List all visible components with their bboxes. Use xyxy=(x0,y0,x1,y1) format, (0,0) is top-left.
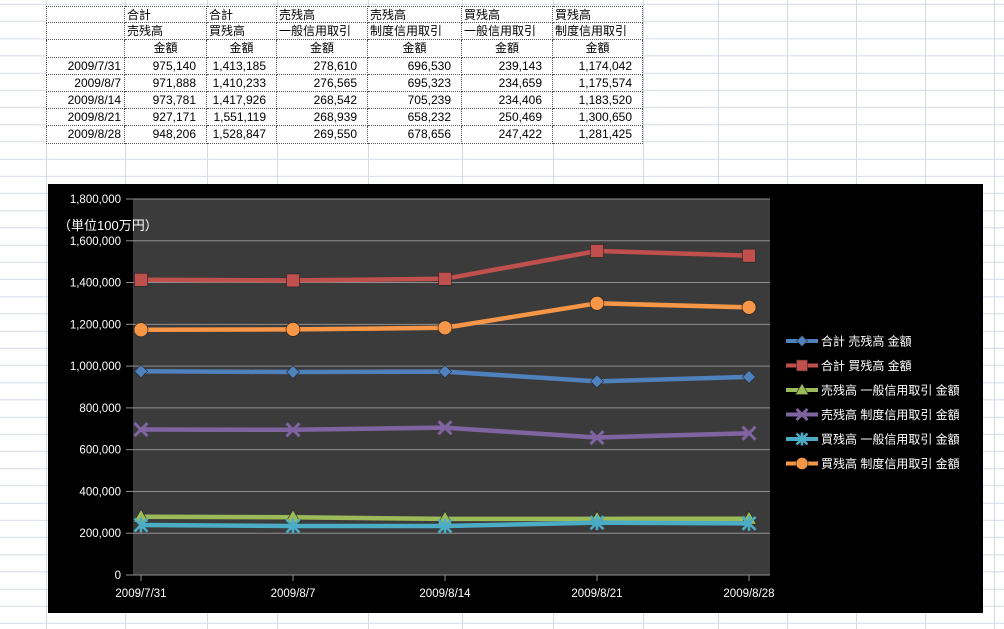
table-value-cell[interactable]: 1,413,185 xyxy=(207,57,277,75)
table-header-cell[interactable]: 一般信用取引 xyxy=(277,23,368,41)
plot-area[interactable] xyxy=(133,199,770,575)
table-header-cell[interactable]: 金額 xyxy=(277,40,368,58)
sheet-gridline xyxy=(46,0,47,629)
legend-item[interactable]: 売残高 制度信用取引 金額 xyxy=(786,407,960,422)
table-value-cell[interactable]: 234,406 xyxy=(462,91,553,110)
y-tick-label: 1,600,000 xyxy=(70,236,121,248)
table-value-cell[interactable]: 705,239 xyxy=(368,91,462,110)
table-value-cell[interactable]: 1,175,574 xyxy=(553,74,643,92)
y-tick-label: 0 xyxy=(115,570,121,582)
table-value-cell[interactable]: 278,610 xyxy=(277,57,368,75)
sheet-gridline xyxy=(994,0,995,629)
table-value-cell[interactable]: 975,140 xyxy=(125,57,207,75)
table-header-cell[interactable]: 売残高 xyxy=(277,6,368,24)
axis-unit-label: （単位100万円） xyxy=(58,218,158,233)
table-header-cell[interactable] xyxy=(46,23,125,41)
legend-label: 買残高 一般信用取引 金額 xyxy=(821,432,960,447)
table-header-cell[interactable]: 合計 xyxy=(125,6,207,24)
table-value-cell[interactable]: 948,206 xyxy=(125,126,207,144)
series-6[interactable] xyxy=(133,296,757,338)
table-header-cell[interactable]: 金額 xyxy=(462,40,553,58)
table-header-cell[interactable]: 買残高 xyxy=(207,23,277,41)
table-value-cell[interactable]: 1,551,119 xyxy=(207,109,277,127)
table-value-cell[interactable]: 1,410,233 xyxy=(207,74,277,92)
series-2[interactable] xyxy=(134,244,756,288)
table-value-cell[interactable]: 973,781 xyxy=(125,91,207,110)
table-value-cell[interactable]: 250,469 xyxy=(462,109,553,127)
table-value-cell[interactable]: 239,143 xyxy=(462,57,553,75)
series-1[interactable] xyxy=(134,364,756,389)
table-value-cell[interactable]: 1,300,650 xyxy=(553,109,643,127)
table-header-cell[interactable]: 売残高 xyxy=(368,6,462,24)
table-header-cell[interactable]: 金額 xyxy=(125,40,207,58)
table-value-cell[interactable]: 696,530 xyxy=(368,57,462,75)
x-tick-label: 2009/8/21 xyxy=(571,588,622,600)
legend-label: 合計 買残高 金額 xyxy=(821,358,912,373)
table-header-cell[interactable]: 一般信用取引 xyxy=(462,23,553,41)
data-table: 合計 合計 売残高 売残高 買残高 買残高 売残高 買残高 一般信用取引 制度信用取引 一般信用取引… xyxy=(46,6,643,144)
legend-label: 買残高 制度信用取引 金額 xyxy=(821,456,960,471)
series-5[interactable] xyxy=(133,515,757,534)
table-value-cell[interactable]: 269,550 xyxy=(277,126,368,144)
y-tick-label: 1,000,000 xyxy=(70,361,121,373)
table-header-cell[interactable]: 買残高 xyxy=(462,6,553,24)
legend-item[interactable]: 買残高 一般信用取引 金額 xyxy=(786,432,960,447)
table-value-cell[interactable]: 678,656 xyxy=(368,126,462,144)
table-header-cell[interactable]: 合計 xyxy=(207,6,277,24)
table-value-cell[interactable]: 927,171 xyxy=(125,109,207,127)
table-header-cell[interactable]: 金額 xyxy=(207,40,277,58)
table-date-cell[interactable]: 2009/8/28 xyxy=(46,126,125,144)
legend-item[interactable]: 合計 買残高 金額 xyxy=(786,358,912,373)
table-value-cell[interactable]: 1,281,425 xyxy=(553,126,643,144)
legend-item[interactable]: 売残高 一般信用取引 金額 xyxy=(786,383,960,398)
x-tick-label: 2009/8/14 xyxy=(419,588,471,600)
table-value-cell[interactable]: 276,565 xyxy=(277,74,368,92)
table-value-cell[interactable]: 247,422 xyxy=(462,126,553,144)
table-value-cell[interactable]: 971,888 xyxy=(125,74,207,92)
chart[interactable]: 0 200,000 400,000 600,000 800,000 1,000,000 1,… xyxy=(48,184,983,613)
y-tick-label: 800,000 xyxy=(79,403,121,415)
table-value-cell[interactable]: 658,232 xyxy=(368,109,462,127)
legend-item[interactable]: 合計 売残高 金額 xyxy=(786,334,912,349)
table-header-cell[interactable]: 制度信用取引 xyxy=(553,23,643,41)
y-tick-label: 1,800,000 xyxy=(70,194,121,206)
x-tick-label: 2009/8/28 xyxy=(723,588,774,600)
table-header-cell[interactable] xyxy=(46,40,125,58)
legend-label: 合計 売残高 金額 xyxy=(821,334,912,349)
x-tick-label: 2009/8/7 xyxy=(271,588,316,600)
x-tick-label: 2009/7/31 xyxy=(115,588,166,600)
table-value-cell[interactable]: 1,174,042 xyxy=(553,57,643,75)
table-value-cell[interactable]: 695,323 xyxy=(368,74,462,92)
table-header-cell[interactable]: 金額 xyxy=(553,40,643,58)
table-value-cell[interactable]: 234,659 xyxy=(462,74,553,92)
y-tick-label: 1,400,000 xyxy=(70,278,121,290)
table-header-cell[interactable]: 金額 xyxy=(368,40,462,58)
table-date-cell[interactable]: 2009/8/21 xyxy=(46,109,125,127)
table-header-cell[interactable] xyxy=(46,6,125,24)
y-tick-label: 200,000 xyxy=(79,528,121,540)
table-date-cell[interactable]: 2009/8/7 xyxy=(46,74,125,92)
series-4[interactable] xyxy=(133,420,757,446)
y-tick-label: 600,000 xyxy=(79,445,121,457)
table-value-cell[interactable]: 1,417,926 xyxy=(207,91,277,110)
table-header-cell[interactable]: 売残高 xyxy=(125,23,207,41)
y-tick-label: 1,200,000 xyxy=(70,319,121,331)
legend-label: 売残高 制度信用取引 金額 xyxy=(821,407,960,422)
legend-item[interactable]: 買残高 制度信用取引 金額 xyxy=(786,456,960,471)
table-date-cell[interactable]: 2009/8/14 xyxy=(46,91,125,110)
table-date-cell[interactable]: 2009/7/31 xyxy=(46,57,125,75)
table-value-cell[interactable]: 1,528,847 xyxy=(207,126,277,144)
x-axis: 2009/7/31 2009/8/7 2009/8/14 2009/8/21 2009/… xyxy=(115,575,775,600)
y-tick-label: 400,000 xyxy=(79,486,121,498)
y-axis: 0 200,000 400,000 600,000 800,000 1,000,000 1,… xyxy=(70,194,770,582)
table-value-cell[interactable]: 1,183,520 xyxy=(553,91,643,110)
table-value-cell[interactable]: 268,939 xyxy=(277,109,368,127)
table-header-cell[interactable]: 制度信用取引 xyxy=(368,23,462,41)
legend-label: 売残高 一般信用取引 金額 xyxy=(821,383,960,398)
table-header-cell[interactable]: 買残高 xyxy=(553,6,643,24)
table-value-cell[interactable]: 268,542 xyxy=(277,91,368,110)
